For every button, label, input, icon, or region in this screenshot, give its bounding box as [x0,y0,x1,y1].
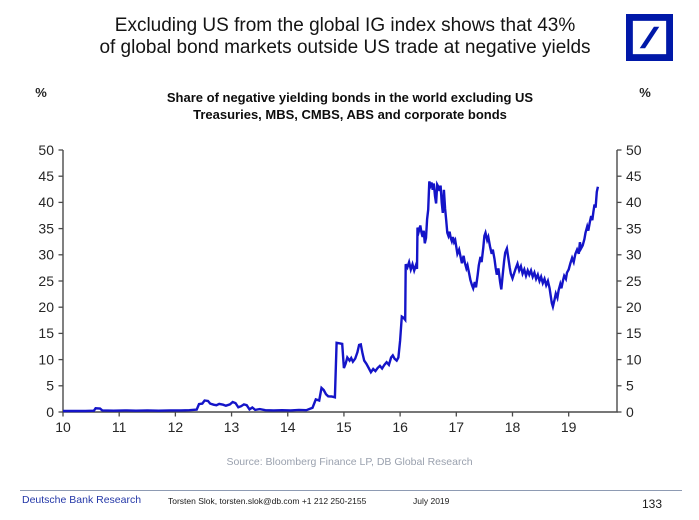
y-tick-label-right: 20 [626,299,642,315]
x-tick-label: 17 [449,419,465,435]
main-title-line-2: of global bond markets outside US trade … [99,36,591,58]
y-tick-label-right: 10 [626,351,642,367]
footer-date: July 2019 [413,496,450,506]
y-tick-label-right: 25 [626,273,642,289]
x-tick-label: 11 [112,419,127,435]
y-axis-unit-right: % [639,85,651,100]
x-tick-label: 12 [168,419,184,435]
y-tick-label-left: 30 [38,247,54,263]
x-tick-label: 14 [280,419,296,435]
source-note: Source: Bloomberg Finance LP, DB Global … [226,456,473,468]
page-number: 133 [641,497,662,511]
y-tick-label-left: 50 [38,142,54,158]
y-tick-label-left: 35 [38,220,54,236]
y-tick-label-left: 15 [38,325,54,341]
y-tick-label-right: 15 [626,325,642,341]
y-tick-label-right: 50 [626,142,642,158]
logo-frame [626,14,673,61]
x-tick-label: 18 [505,419,521,435]
x-tick-label: 13 [224,419,240,435]
y-axis-unit-left: % [35,85,47,100]
deutsche-bank-logo-icon [626,14,673,61]
footer-contact: Torsten Slok, torsten.slok@db.com +1 212… [168,496,367,506]
x-tick-label: 16 [392,419,408,435]
main-title-line-1: Excluding US from the global IG index sh… [114,15,576,36]
y-tick-label-left: 10 [38,351,54,367]
y-tick-label-left: 45 [38,168,54,184]
y-tick-label-left: 25 [38,273,54,289]
main-title: Excluding US from the global IG index sh… [65,15,625,58]
chart-title: Share of negative yielding bonds in the … [100,89,600,123]
y-tick-label-left: 0 [46,404,54,420]
data-line [63,180,600,413]
y-tick-label-right: 30 [626,247,642,263]
y-tick-label-left: 5 [46,378,54,394]
y-tick-label-right: 40 [626,194,642,210]
x-tick-label: 10 [55,419,71,435]
footer-divider [20,490,682,491]
x-tick-label: 15 [336,419,352,435]
y-tick-label-right: 35 [626,220,642,236]
logo-slash [639,26,660,49]
y-tick-label-left: 40 [38,194,54,210]
y-tick-label-right: 0 [626,404,634,420]
y-tick-label-right: 5 [626,378,634,394]
chart-title-line-2: Treasuries, MBS, CMBS, ABS and corporate… [193,107,507,122]
y-tick-label-left: 20 [38,299,54,315]
y-tick-label-right: 45 [626,168,642,184]
axis-frame [62,150,618,413]
footer-brand: Deutsche Bank Research [22,494,142,506]
chart-title-line-1: Share of negative yielding bonds in the … [166,90,534,105]
x-tick-label: 19 [561,419,577,435]
